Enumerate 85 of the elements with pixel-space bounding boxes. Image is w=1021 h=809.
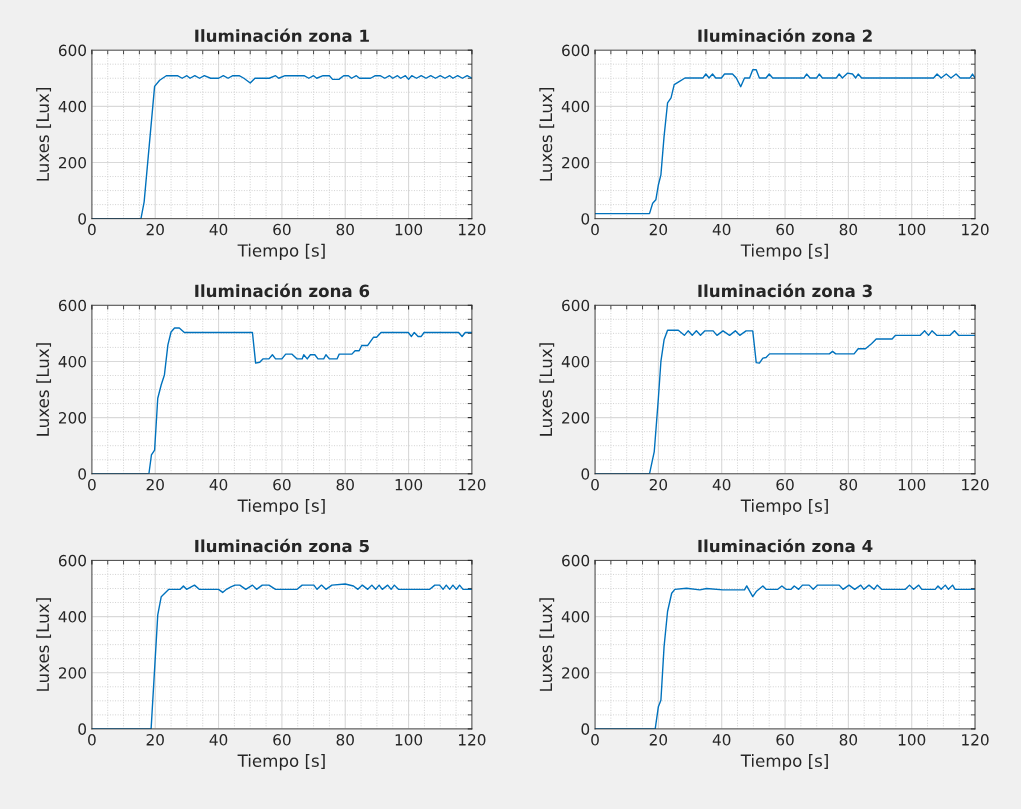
x-tick-label: 100	[898, 223, 926, 236]
x-tick-label: 60	[776, 478, 794, 491]
y-tick-label: 400	[561, 355, 590, 368]
x-tick-label: 40	[209, 223, 228, 236]
x-tick-label: 0	[88, 223, 96, 236]
y-tick-label: 600	[562, 554, 590, 567]
y-tick-label: 200	[562, 156, 590, 169]
y-tick-label: 400	[561, 611, 590, 623]
x-tick-label: 120	[962, 734, 989, 746]
x-tick-label: 60	[776, 734, 794, 746]
y-axis-title: Luxes [Lux]	[539, 88, 555, 181]
x-tick-label: 100	[395, 223, 423, 236]
y-tick-label: 0	[78, 213, 87, 225]
x-axis-title: Tiempo [s]	[740, 243, 828, 260]
line-series	[595, 69, 976, 215]
x-tick-label: 40	[712, 734, 731, 746]
y-tick-label: 200	[58, 412, 87, 424]
x-tick-label: 20	[146, 478, 164, 491]
y-tick-label: 200	[58, 156, 87, 169]
y-tick-label: 600	[58, 299, 87, 312]
y-tick-label: 0	[581, 723, 590, 735]
x-tick-label: 40	[209, 734, 228, 746]
y-tick-label: 0	[581, 213, 590, 225]
y-tick-label: 400	[58, 100, 87, 113]
y-tick-label: 200	[562, 667, 590, 679]
x-tick-label: 80	[839, 478, 858, 491]
x-axis-title: Tiempo [s]	[740, 498, 828, 516]
x-tick-label: 40	[712, 478, 731, 491]
x-tick-label: 20	[649, 734, 668, 746]
y-tick-label: 600	[562, 44, 590, 57]
x-tick-label: 80	[336, 223, 354, 236]
y-axis-title: Luxes [Lux]	[539, 343, 555, 436]
x-tick-label: 0	[591, 734, 599, 746]
x-tick-label: 60	[273, 478, 291, 491]
x-tick-label: 40	[712, 223, 731, 236]
y-tick-label: 0	[78, 723, 87, 735]
x-axis-title: Tiempo [s]	[237, 498, 325, 516]
x-tick-label: 120	[962, 223, 989, 236]
x-tick-label: 80	[839, 223, 858, 236]
x-tick-label: 0	[88, 478, 96, 491]
y-tick-label: 400	[561, 100, 590, 113]
y-axis-title: Luxes [Lux]	[36, 598, 52, 691]
y-tick-label: 600	[58, 44, 87, 57]
x-tick-label: 120	[459, 734, 486, 746]
chart-title: Iluminación zona 4	[698, 538, 873, 553]
x-axis-title: Tiempo [s]	[740, 754, 828, 771]
y-axis-title: Luxes [Lux]	[36, 343, 52, 436]
x-tick-label: 60	[776, 223, 794, 236]
y-tick-label: 0	[581, 468, 590, 480]
x-tick-label: 120	[459, 223, 486, 236]
chart-title: Iluminación zona 3	[698, 283, 872, 298]
x-tick-label: 20	[146, 223, 164, 236]
chart-title: Iluminación zona 1	[195, 28, 369, 43]
y-axis-title: Luxes [Lux]	[36, 88, 52, 181]
x-tick-label: 80	[839, 734, 858, 746]
x-tick-label: 120	[962, 478, 989, 491]
chart-title: Iluminación zona 6	[195, 283, 370, 298]
x-tick-label: 20	[649, 223, 668, 236]
y-tick-label: 600	[58, 554, 87, 567]
x-tick-label: 100	[395, 734, 423, 746]
x-tick-label: 80	[336, 734, 354, 746]
y-tick-label: 200	[562, 412, 590, 424]
y-axis-title: Luxes [Lux]	[539, 598, 555, 691]
x-tick-label: 40	[209, 478, 228, 491]
x-tick-label: 100	[395, 478, 423, 491]
x-tick-label: 0	[88, 734, 96, 746]
y-tick-label: 400	[58, 611, 87, 623]
y-tick-label: 600	[562, 299, 590, 312]
x-tick-label: 120	[459, 478, 486, 491]
y-tick-label: 0	[78, 468, 87, 480]
x-axis-title: Tiempo [s]	[237, 754, 325, 771]
x-tick-label: 60	[273, 223, 291, 236]
x-tick-label: 0	[591, 223, 599, 236]
y-tick-label: 200	[58, 667, 87, 679]
x-tick-label: 0	[591, 478, 599, 491]
x-tick-label: 80	[336, 478, 354, 491]
y-tick-label: 400	[58, 355, 87, 368]
x-tick-label: 60	[273, 734, 291, 746]
x-tick-label: 100	[898, 734, 926, 746]
chart-title: Iluminación zona 2	[698, 28, 872, 43]
x-tick-label: 20	[146, 734, 164, 746]
x-tick-label: 20	[649, 478, 668, 491]
x-tick-label: 100	[898, 478, 926, 491]
chart-title: Iluminación zona 5	[195, 538, 369, 553]
x-axis-title: Tiempo [s]	[237, 243, 325, 260]
